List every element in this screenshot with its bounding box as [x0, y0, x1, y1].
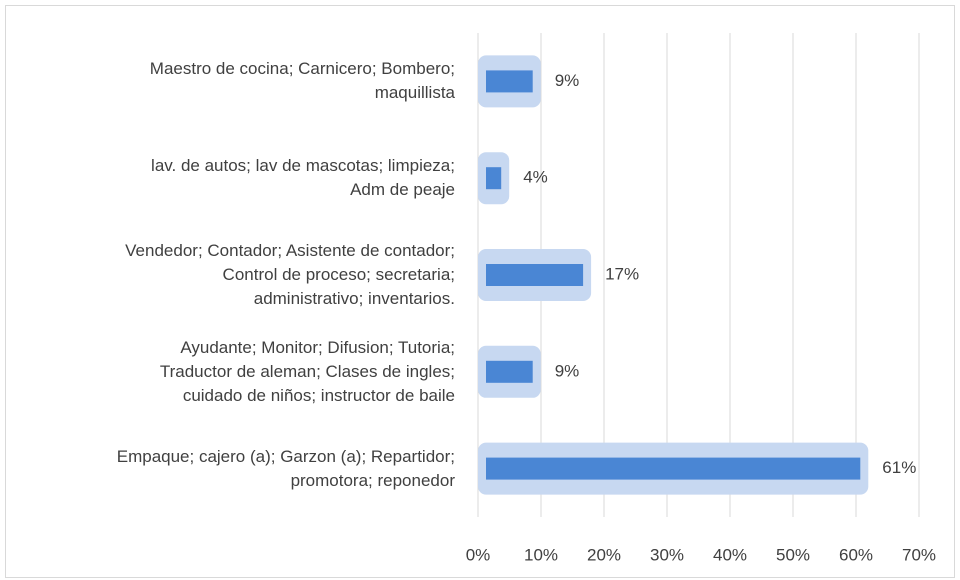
y-tick-label: Ayudante; Monitor; Difusion; Tutoria; Tr…: [159, 337, 455, 405]
bar: [486, 264, 584, 286]
y-tick-label: Empaque; cajero (a); Garzon (a); Reparti…: [116, 446, 455, 490]
y-tick-label: Vendedor; Contador; Asistente de contado…: [125, 241, 455, 308]
value-label: 4%: [523, 168, 548, 187]
bar: [486, 360, 533, 383]
bar: [486, 457, 861, 480]
x-tick-label: 30%: [650, 545, 684, 564]
y-tick-label: lav. de autos; lav de mascotas; limpieza…: [151, 156, 455, 200]
x-tick-label: 70%: [902, 545, 936, 564]
value-label: 9%: [555, 71, 580, 90]
x-tick-label: 50%: [776, 545, 810, 564]
x-tick-label: 0%: [466, 545, 491, 564]
x-tick-label: 60%: [839, 545, 873, 564]
x-tick-label: 40%: [713, 545, 747, 564]
value-label: 9%: [555, 361, 580, 380]
value-label: 17%: [605, 264, 639, 283]
x-tick-label: 10%: [524, 545, 558, 564]
bar: [486, 167, 502, 190]
y-tick-label: Maestro de cocina; Carnicero; Bombero; m…: [149, 59, 455, 103]
value-label: 61%: [882, 458, 916, 477]
bar: [486, 70, 533, 93]
x-tick-label: 20%: [587, 545, 621, 564]
chart-frame: [5, 5, 955, 578]
